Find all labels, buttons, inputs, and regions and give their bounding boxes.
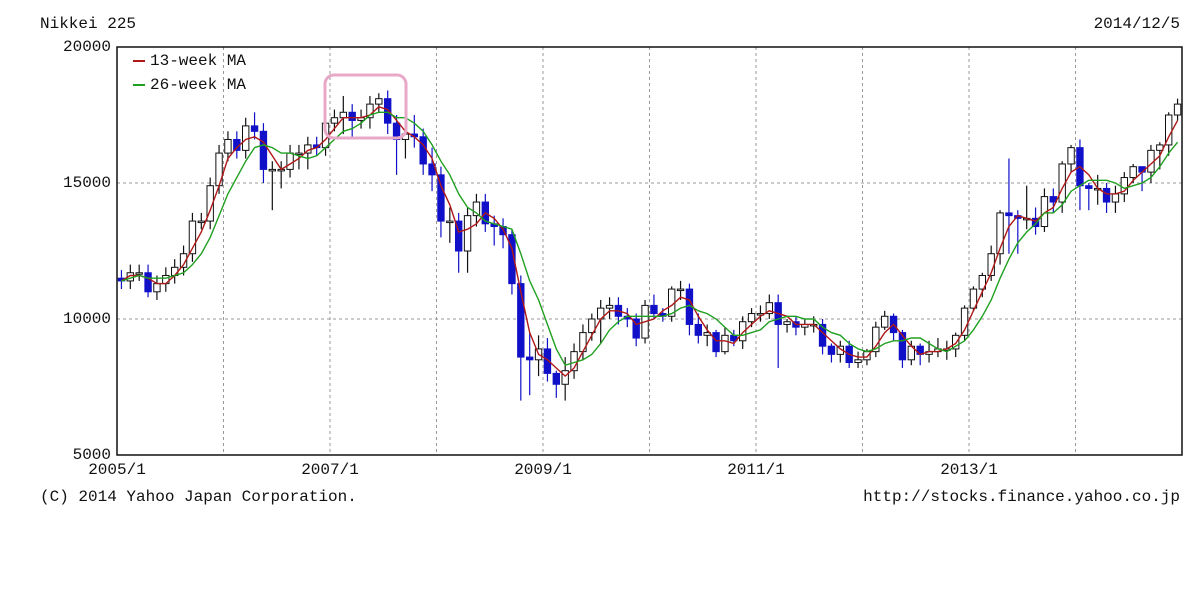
candle-body xyxy=(880,315,889,328)
candle-body xyxy=(969,288,978,309)
candle-body xyxy=(605,304,614,309)
y-tick-label: 20000 xyxy=(63,38,111,56)
y-tick-label: 10000 xyxy=(63,310,111,328)
candle-body xyxy=(1031,217,1040,228)
candle-body xyxy=(446,220,454,224)
candle-body xyxy=(721,334,729,353)
candle-body xyxy=(437,174,445,222)
x-tick-label: 2009/1 xyxy=(514,461,572,479)
x-tick-label: 2007/1 xyxy=(301,461,359,479)
candle-body xyxy=(463,215,472,252)
candle-body xyxy=(330,117,339,124)
candle-body xyxy=(1005,212,1013,217)
candle-body xyxy=(872,326,880,353)
candle-body xyxy=(508,234,516,285)
plot-frame xyxy=(116,46,1183,456)
candle-body xyxy=(348,111,356,121)
candle-body xyxy=(286,152,294,170)
candle-body xyxy=(525,356,534,361)
y-tick-label: 5000 xyxy=(73,446,111,464)
candle-body xyxy=(197,220,206,224)
candle-body xyxy=(552,372,561,385)
candle-body xyxy=(295,152,303,156)
legend-label: 26-week MA xyxy=(150,76,246,94)
candle-body xyxy=(259,130,268,170)
chart-date: 2014/12/5 xyxy=(1094,15,1180,33)
candle-body xyxy=(1173,103,1182,116)
candle-body xyxy=(1085,185,1093,189)
legend-label: 13-week MA xyxy=(150,52,246,70)
copyright: (C) 2014 Yahoo Japan Corporation. xyxy=(40,488,357,506)
y-tick-label: 15000 xyxy=(63,174,111,192)
candle-body xyxy=(996,212,1004,255)
candle-body xyxy=(188,220,197,255)
candle-body xyxy=(951,334,960,350)
candle-body xyxy=(144,272,152,293)
candle-body xyxy=(827,345,836,355)
candle-body xyxy=(632,318,640,339)
candle-body xyxy=(898,332,907,361)
candle-body xyxy=(472,201,481,217)
highlight-box xyxy=(323,73,408,140)
candle-body xyxy=(1129,166,1137,179)
candle-body xyxy=(712,332,720,353)
chart-title: Nikkei 225 xyxy=(40,15,136,33)
source-url: http://stocks.finance.yahoo.co.jp xyxy=(863,488,1180,506)
candle-body xyxy=(1111,193,1120,203)
candle-body xyxy=(960,307,969,336)
candle-body xyxy=(339,111,348,119)
candle-body xyxy=(454,220,463,252)
x-tick-label: 2005/1 xyxy=(88,461,146,479)
x-tick-label: 2011/1 xyxy=(727,461,785,479)
candle-body xyxy=(250,125,259,132)
candle-body xyxy=(561,370,569,385)
candle-body xyxy=(543,348,552,374)
candle-body xyxy=(224,138,232,154)
candle-body xyxy=(765,302,774,315)
candle-body xyxy=(135,272,143,275)
candle-body xyxy=(863,351,871,361)
candle-body xyxy=(1102,187,1111,203)
ma-line xyxy=(121,106,1179,378)
candle-body xyxy=(650,304,658,315)
candle-body xyxy=(783,321,791,325)
candle-body xyxy=(588,318,596,334)
candle-body xyxy=(676,288,685,292)
candle-body xyxy=(383,98,392,124)
candle-body xyxy=(694,323,703,336)
candle-body xyxy=(375,98,383,105)
ma-line xyxy=(121,111,1179,367)
candle-body xyxy=(854,359,862,364)
candle-body xyxy=(747,313,756,323)
candle-body xyxy=(1067,147,1075,165)
candle-body xyxy=(738,321,747,342)
candle-body xyxy=(153,283,161,293)
candle-body xyxy=(978,274,987,290)
candle-body xyxy=(419,136,427,165)
candle-body xyxy=(366,103,374,119)
candle-body xyxy=(517,283,525,358)
x-tick-label: 2013/1 xyxy=(940,461,998,479)
candle-body xyxy=(268,168,277,172)
candle-body xyxy=(179,253,188,268)
